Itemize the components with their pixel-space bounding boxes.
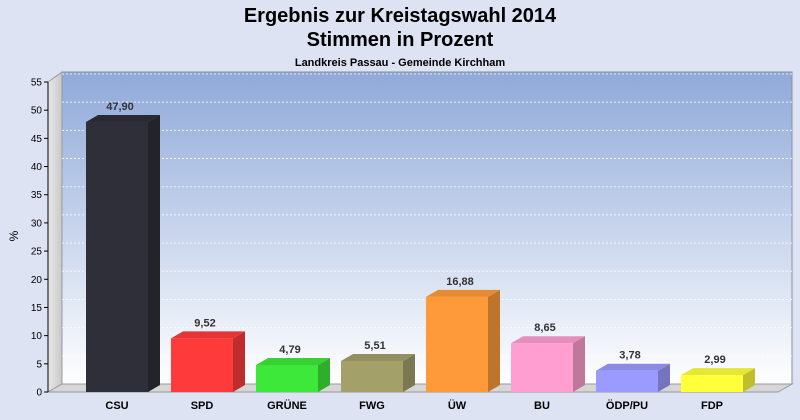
y-tick-label: 35	[31, 190, 43, 201]
bar-front	[681, 375, 743, 392]
bar-side	[148, 115, 160, 392]
y-axis: 0 5 10 15 20 25 30 35 40 45 50 55	[31, 78, 49, 399]
bar-top	[171, 331, 245, 339]
bar-side	[403, 353, 415, 392]
x-tick-label: ÜW	[448, 399, 467, 412]
bar-top	[86, 115, 160, 123]
bar-side	[658, 363, 670, 392]
bar-top	[511, 336, 585, 344]
bar-csu: 47,90	[86, 101, 160, 392]
bar-top	[341, 353, 415, 361]
bar-fdp: 2,99	[681, 354, 755, 392]
bar-value-label: 9,52	[194, 317, 215, 329]
bar-spd: 9,52	[171, 317, 245, 392]
bar-side	[743, 368, 755, 392]
y-tick-label: 10	[31, 331, 43, 342]
chart-titles: Ergebnis zur Kreistagswahl 2014 Stimmen …	[0, 0, 800, 69]
bars: 47,90 9,52 4,79 5,51 16,88 8,65 3,78 2,99	[86, 101, 755, 392]
bar-top	[426, 289, 500, 297]
y-tick-label: 50	[31, 106, 43, 117]
bar-front	[426, 296, 488, 392]
x-tick-label: FDP	[701, 400, 723, 412]
bar-front	[171, 338, 233, 392]
y-tick-label: 15	[31, 303, 43, 314]
y-tick-label: 5	[36, 359, 42, 370]
bar-front	[256, 365, 318, 392]
bar-front	[511, 343, 573, 392]
y-tick-label: 45	[31, 134, 43, 145]
bar-üw: 16,88	[426, 276, 500, 392]
x-axis: CSU SPD GRÜNE FWG ÜW BU ÖDP/PU FDP	[105, 399, 723, 412]
bar-top	[596, 363, 670, 371]
bar-front	[596, 370, 658, 392]
bar-front	[86, 122, 148, 392]
grid-lines	[62, 73, 792, 357]
bar-value-label: 5,51	[364, 340, 385, 352]
bar-value-label: 47,90	[106, 101, 134, 113]
bar-value-label: 4,79	[279, 344, 300, 356]
x-tick-label: SPD	[191, 400, 214, 412]
bar-bu: 8,65	[511, 322, 585, 392]
y-tick-label: 25	[31, 247, 43, 258]
bar-value-label: 3,78	[619, 350, 640, 362]
y-axis-label: %	[7, 230, 21, 241]
bar-side	[488, 289, 500, 392]
bar-grüne: 4,79	[256, 344, 330, 392]
y-tick-label: 30	[31, 218, 43, 229]
bar-side	[318, 358, 330, 392]
plot-left-wall	[47, 71, 63, 393]
bar-value-label: 8,65	[534, 322, 555, 334]
y-tick-label: 55	[31, 78, 43, 89]
bar-front	[341, 360, 403, 392]
bar-value-label: 2,99	[704, 354, 725, 366]
y-tick-label: 20	[31, 275, 43, 286]
x-tick-label: CSU	[105, 400, 128, 412]
y-tick-label: 40	[31, 162, 43, 173]
bar-top	[256, 358, 330, 366]
x-tick-label: ÖDP/PU	[606, 399, 648, 412]
chart-title-2: Stimmen in Prozent	[306, 29, 494, 51]
bar-side	[233, 331, 245, 392]
bar-ödp-pu: 3,78	[596, 350, 670, 392]
bar-side	[573, 336, 585, 392]
chart-subtitle: Landkreis Passau - Gemeinde Kirchham	[294, 57, 506, 69]
bar-top	[681, 368, 755, 376]
chart-title: Ergebnis zur Kreistagswahl 2014	[243, 5, 557, 27]
y-tick-label: 0	[36, 388, 42, 399]
x-tick-label: BU	[534, 400, 550, 412]
x-tick-label: FWG	[359, 400, 385, 412]
bar-value-label: 16,88	[446, 276, 474, 288]
bar-fwg: 5,51	[341, 340, 415, 392]
x-tick-label: GRÜNE	[267, 399, 307, 412]
